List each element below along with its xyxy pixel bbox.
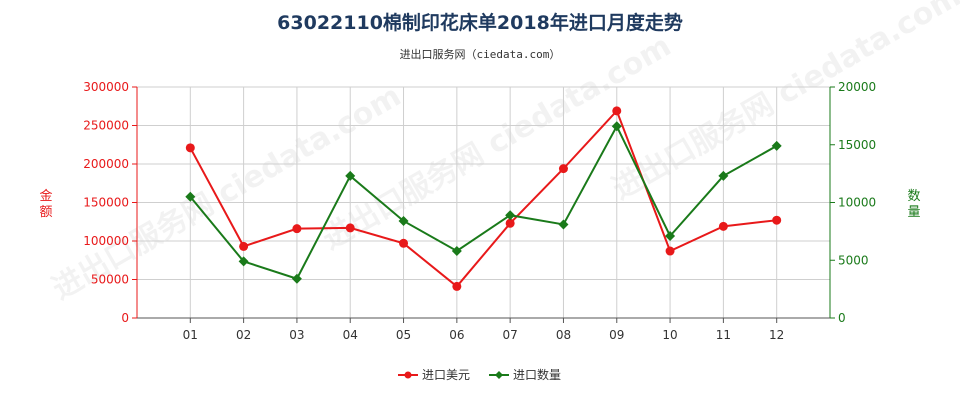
series-point (291, 273, 302, 284)
legend: 进口美元 进口数量 (398, 367, 561, 382)
axis-layer: 0500001000001500002000002500003000000500… (39, 80, 920, 342)
y-right-tick-label: 15000 (838, 138, 876, 152)
y-left-tick-label: 300000 (83, 80, 129, 94)
x-tick-label: 12 (769, 328, 784, 342)
x-tick-label: 07 (503, 328, 518, 342)
series-line (189, 109, 777, 288)
series-point (399, 238, 409, 248)
x-tick-label: 02 (236, 328, 251, 342)
series-point (665, 230, 676, 241)
chart-subtitle: 进出口服务网（ciedata.com） (399, 48, 561, 61)
series-point (345, 223, 355, 233)
y-axis-right-title: 数量 (907, 189, 920, 220)
legend-marker (495, 371, 503, 379)
y-right-tick-label: 20000 (838, 80, 876, 94)
series-line (189, 124, 778, 280)
legend-label: 进口数量 (513, 367, 561, 382)
series-point (718, 221, 728, 231)
series-point (772, 215, 782, 225)
y-left-tick-label: 200000 (83, 157, 129, 171)
series-point (238, 256, 249, 267)
y-left-tick-label: 0 (121, 311, 129, 325)
y-left-tick-label: 50000 (91, 273, 129, 287)
y-left-tick-label: 250000 (83, 119, 129, 133)
series-point (505, 210, 516, 221)
series-point (771, 140, 782, 151)
watermark-text: 进出口服务网 ciedata.com (317, 29, 678, 257)
series-point (558, 164, 568, 174)
series-point (665, 246, 675, 256)
y-axis-left-title: 金额 (39, 188, 52, 220)
series-point (451, 246, 462, 257)
series-point (452, 281, 462, 291)
x-tick-label: 04 (343, 328, 358, 342)
y-left-tick-label: 150000 (83, 196, 129, 210)
x-tick-label: 08 (556, 328, 571, 342)
x-tick-label: 03 (289, 328, 304, 342)
x-tick-label: 01 (183, 328, 198, 342)
series-point (345, 170, 356, 181)
x-tick-label: 11 (716, 328, 731, 342)
y-right-tick-label: 10000 (838, 196, 876, 210)
y-right-tick-label: 5000 (838, 253, 869, 267)
series-point (292, 224, 302, 234)
y-right-tick-label: 0 (838, 311, 846, 325)
legend-label: 进口美元 (422, 368, 470, 382)
series-point (505, 218, 515, 228)
series-point (558, 219, 569, 230)
x-tick-label: 06 (449, 328, 464, 342)
x-tick-label: 05 (396, 328, 411, 342)
legend-marker (404, 371, 412, 379)
x-tick-label: 10 (662, 328, 677, 342)
y-left-tick-label: 100000 (83, 234, 129, 248)
series-point (612, 106, 622, 116)
series-layer (185, 106, 782, 291)
series-point (185, 191, 196, 202)
series-point (611, 121, 622, 132)
series-point (185, 143, 195, 153)
series-point (239, 241, 249, 251)
series-point (718, 170, 729, 181)
chart-title: 63022110棉制印花床单2018年进口月度走势 (277, 12, 683, 34)
x-tick-label: 09 (609, 328, 624, 342)
series-point (398, 215, 409, 226)
